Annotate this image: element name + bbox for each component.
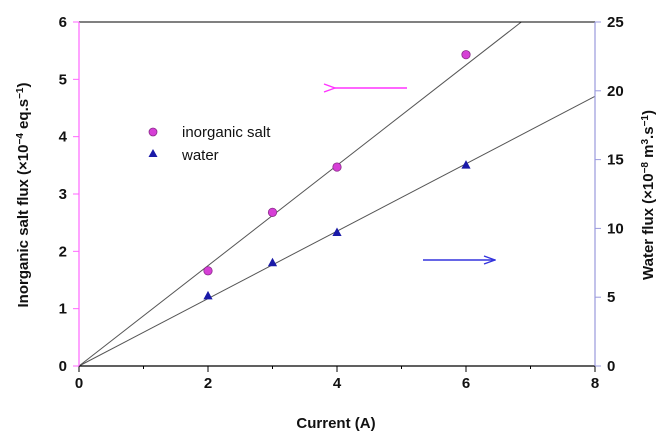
y-left-tick-label: 6: [59, 14, 67, 31]
data-point-salt: [203, 266, 213, 276]
y-left-tick-label: 0: [59, 358, 67, 375]
y-axis-right-title: Water flux (×10−8 m3.s−1): [640, 110, 658, 280]
x-tick-label: 2: [204, 375, 212, 392]
x-axis-title: Current (A): [296, 415, 375, 432]
legend-marker-salt: [148, 127, 158, 137]
data-point-salt: [461, 50, 471, 60]
y-right-tick-label: 10: [607, 220, 624, 237]
y-right-tick-label: 25: [607, 14, 624, 31]
x-tick-label: 0: [75, 375, 83, 392]
x-tick-label: 4: [333, 375, 342, 392]
y-right-tick-label: 5: [607, 289, 615, 306]
y-left-tick-label: 5: [59, 71, 67, 88]
legend: inorganic salt water: [148, 124, 271, 164]
x-tick-label: 8: [591, 375, 599, 392]
data-point-salt: [267, 207, 278, 217]
data-point-salt: [332, 162, 342, 172]
y-right-tick-label: 20: [607, 83, 624, 100]
y-left-tick-label: 3: [59, 186, 67, 203]
fit-line-left: [78, 21, 522, 367]
y-axis-left-title: Inorganic salt flux (×10−4 eq.s−1): [15, 83, 33, 308]
y-left-tick-label: 2: [59, 243, 67, 260]
data-point-water: [461, 160, 471, 169]
data-point-water: [332, 227, 342, 237]
x-tick-label: 6: [462, 375, 470, 392]
legend-marker-water: [148, 149, 158, 157]
y-left-tick-label: 1: [59, 301, 67, 318]
y-left-tick-label: 4: [59, 129, 68, 146]
y-right-tick-label: 15: [607, 152, 624, 169]
data-point-water: [203, 290, 213, 300]
data-point-water: [267, 257, 278, 267]
legend-label-salt: inorganic salt: [182, 124, 271, 141]
y-right-tick-label: 0: [607, 358, 615, 375]
legend-label-water: water: [181, 147, 219, 164]
